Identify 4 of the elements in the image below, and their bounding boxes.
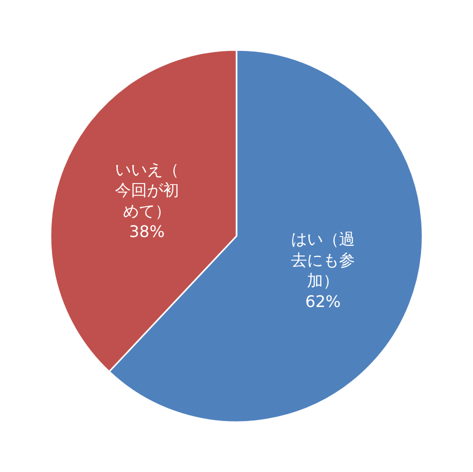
slice-label: いいえ（今回が初めて）: [114, 160, 179, 220]
slice-label: はい（過去にも参加）: [290, 230, 355, 290]
data-label: 38%: [129, 222, 165, 242]
data-label: 62%: [305, 292, 341, 311]
